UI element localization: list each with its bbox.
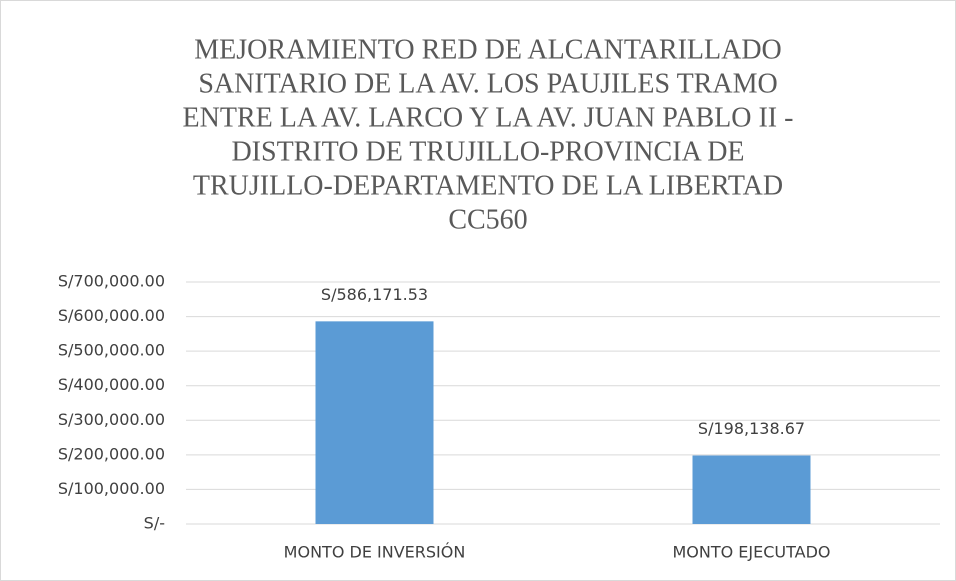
x-tick-label: MONTO DE INVERSIÓN	[284, 543, 466, 562]
y-tick-label: S/700,000.00	[58, 272, 165, 291]
chart-title: SANITARIO DE LA AV. LOS PAUJILES TRAMO	[198, 68, 777, 99]
y-tick-label: S/400,000.00	[58, 375, 165, 394]
x-tick-label: MONTO EJECUTADO	[672, 543, 830, 562]
chart-title: ENTRE LA AV. LARCO Y LA AV. JUAN PABLO I…	[183, 102, 794, 133]
chart-title: DISTRITO DE TRUJILLO-PROVINCIA DE	[231, 136, 744, 167]
y-tick-label: S/-	[144, 514, 165, 533]
data-label: S/586,171.53	[321, 285, 428, 304]
chart-title: TRUJILLO-DEPARTAMENTO DE LA LIBERTAD	[193, 170, 783, 201]
data-label: S/198,138.67	[698, 419, 805, 438]
y-tick-label: S/100,000.00	[58, 479, 165, 498]
y-tick-label: S/500,000.00	[58, 341, 165, 360]
bar	[315, 321, 434, 524]
y-tick-label: S/600,000.00	[58, 306, 165, 325]
chart-title: CC560	[448, 204, 527, 235]
y-tick-label: S/300,000.00	[58, 410, 165, 429]
bar	[692, 455, 811, 524]
y-tick-label: S/200,000.00	[58, 444, 165, 463]
chart-title: MEJORAMIENTO RED DE ALCANTARILLADO	[194, 34, 782, 65]
